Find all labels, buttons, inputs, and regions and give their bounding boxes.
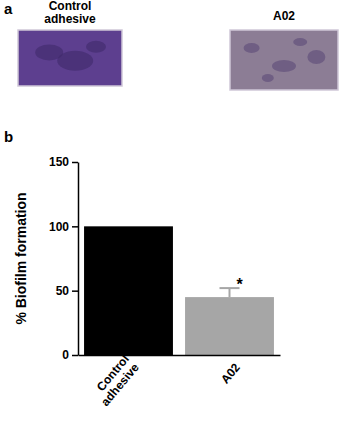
- x-axis: Controladhesive A02: [79, 352, 281, 409]
- y-tick: 100: [49, 220, 78, 234]
- significance-marker: *: [236, 276, 243, 293]
- y-tick-label: 150: [49, 155, 69, 169]
- y-tick: 0: [62, 348, 78, 362]
- panel-label: b: [4, 128, 13, 145]
- x-tick-label-line: adhesive: [98, 360, 142, 409]
- y-tick: 150: [49, 155, 78, 169]
- figure: a Controladhesive A02 b * 0 50 100 150 Controladh…: [0, 0, 359, 435]
- stain-spot: [244, 43, 260, 53]
- y-tick-label: 0: [62, 348, 69, 362]
- x-axis-line: [79, 355, 281, 357]
- y-tick-label: 50: [56, 284, 70, 298]
- y-tick-label: 100: [49, 220, 69, 234]
- sample-image: [230, 30, 338, 90]
- stained-sample: [230, 30, 338, 90]
- image-label: Controladhesive: [44, 0, 96, 26]
- y-axis: 0 50 100 150: [49, 155, 79, 362]
- panel-label: a: [4, 0, 13, 17]
- y-tick: 50: [56, 284, 78, 298]
- y-tick-mark: [72, 290, 78, 292]
- plot-area: [84, 226, 274, 355]
- stain-spot: [262, 74, 274, 82]
- x-tick: A02: [218, 355, 243, 386]
- x-tick-label: A02: [218, 360, 243, 386]
- y-tick-mark: [72, 355, 78, 357]
- y-axis-title: % Biofilm formation: [13, 192, 29, 324]
- bar: [185, 297, 274, 355]
- sample-image: [18, 30, 122, 86]
- stain-spot: [57, 51, 93, 71]
- bar: [84, 226, 173, 355]
- y-axis-line: [78, 163, 80, 356]
- x-tick-label: Controladhesive: [88, 352, 142, 409]
- stain-spot: [293, 38, 307, 46]
- image-label-line: A02: [273, 9, 295, 23]
- stain-spot: [86, 41, 106, 53]
- stained-sample: [18, 30, 122, 86]
- x-tick-label-line: A02: [218, 360, 243, 386]
- y-tick-mark: [72, 226, 78, 228]
- y-tick-mark: [72, 162, 78, 164]
- stain-spot: [307, 50, 325, 64]
- x-tick: Controladhesive: [88, 352, 142, 409]
- error-bar-stem: [229, 288, 231, 297]
- stain-spot: [272, 60, 296, 72]
- image-label: A02: [273, 9, 295, 23]
- image-label-line: adhesive: [44, 12, 96, 26]
